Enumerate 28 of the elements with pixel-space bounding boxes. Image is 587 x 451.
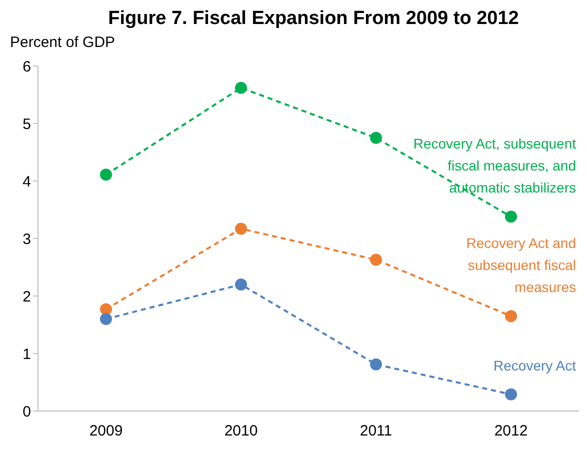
point [100, 168, 112, 181]
y-tick-label: 4 [22, 173, 31, 190]
point [505, 388, 517, 400]
point [505, 310, 517, 322]
series-label: Recovery Act, subsequent fiscal measures, and automatic stabilizers [413, 136, 576, 196]
point [370, 358, 382, 370]
y-tick-label: 0 [22, 403, 31, 420]
point [235, 278, 247, 290]
point [235, 222, 247, 235]
x-tick-label: 2011 [360, 422, 392, 440]
y-tick-label: 5 [22, 116, 31, 133]
point [235, 82, 247, 94]
y-tick-label: 2 [22, 288, 31, 306]
point [370, 132, 382, 144]
y-tick-label: 6 [22, 58, 31, 76]
x-tick-label: 2012 [494, 422, 528, 440]
point [100, 303, 112, 316]
chart-title: Figure 7. Fiscal Expansion From 2009 to 2012 [107, 8, 520, 31]
series-label: Recovery Act [494, 357, 576, 374]
series-label: Recovery Act and subsequent fiscal measures [466, 235, 576, 296]
point [100, 313, 112, 325]
point [505, 210, 517, 223]
x-tick-label: 2009 [89, 422, 123, 440]
y-tick-label: 3 [22, 230, 31, 248]
y-axis-title: Percent of GDP [10, 34, 116, 53]
y-tick-label: 1 [22, 346, 31, 363]
x-tick-label: 2010 [224, 422, 258, 440]
point [370, 254, 382, 266]
